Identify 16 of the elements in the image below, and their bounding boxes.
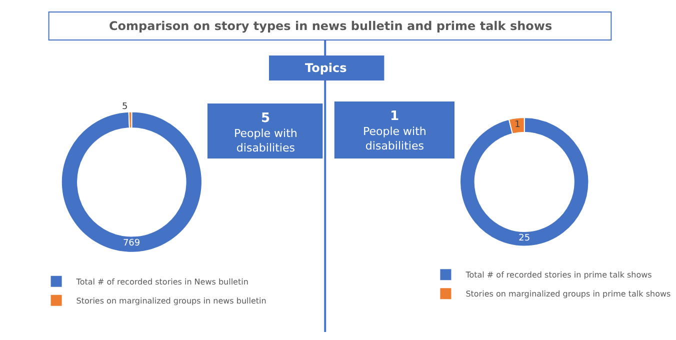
data-label: 25 <box>518 234 530 244</box>
data-label: 5 <box>122 102 128 112</box>
donut-slice <box>460 117 590 247</box>
text: Comparison on story types in news bulletin and prime talk shows <box>109 19 552 33</box>
text: 1 <box>390 109 400 124</box>
legend-label: Stories on marginalized groups in prime talk shows <box>466 290 671 299</box>
legend-label: Total # of recorded stories in News bulletin <box>75 278 248 287</box>
text: People with disabilities <box>363 125 426 152</box>
legend-label: Stories on marginalized groups in news bulletin <box>76 296 266 306</box>
text: People with disabilities <box>234 127 298 154</box>
legend-label: Total # of recorded stories in prime talk shows <box>464 270 652 280</box>
data-label: 1 <box>514 120 520 130</box>
text: 5 <box>261 111 270 126</box>
donut-slice <box>60 111 202 253</box>
text: Topics <box>305 61 347 75</box>
data-label: 769 <box>122 238 140 249</box>
